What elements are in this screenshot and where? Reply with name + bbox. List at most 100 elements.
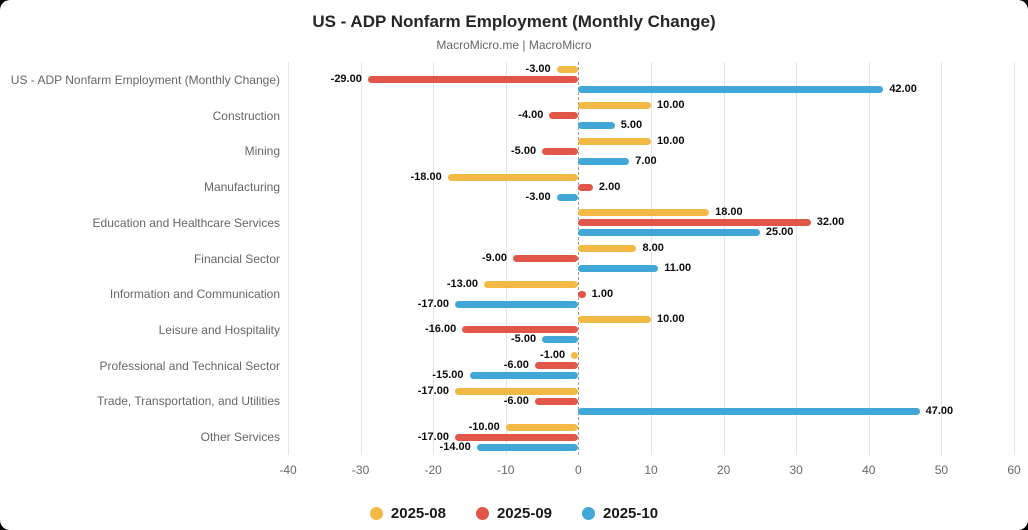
zero-baseline (578, 62, 580, 455)
bar-value-label: -18.00 (410, 170, 442, 183)
bar-2025-09[interactable] (454, 433, 579, 441)
bar-value-label: -14.00 (439, 440, 471, 453)
bar-2025-09[interactable] (367, 76, 579, 84)
bar-value-label: 10.00 (657, 99, 685, 112)
bar-value-label: -17.00 (417, 384, 449, 397)
bar-value-label: -1.00 (540, 349, 566, 362)
bar-value-label: -10.00 (468, 420, 500, 433)
legend-label: 2025-09 (496, 505, 553, 522)
x-axis-tick-label: 0 (575, 463, 582, 477)
bar-2025-09[interactable] (513, 255, 579, 262)
bar-2025-10[interactable] (542, 336, 579, 344)
bar-2025-09[interactable] (578, 290, 586, 298)
bar-value-label: -3.00 (525, 190, 551, 203)
bar-value-label: 11.00 (664, 262, 692, 274)
bar-2025-10[interactable] (556, 193, 579, 201)
x-axis-tick-label: 20 (716, 463, 731, 477)
bar-2025-09[interactable] (462, 326, 579, 334)
bar-value-label: -9.00 (481, 252, 508, 264)
gridline (1014, 62, 1015, 455)
category-label: Trade, Transportation, and Utilities (97, 394, 280, 409)
gridline (941, 62, 943, 455)
gridline (288, 62, 289, 455)
bar-2025-09[interactable] (578, 219, 811, 227)
x-axis-tick-label: -20 (424, 463, 442, 477)
category-label: US - ADP Nonfarm Employment (Monthly Cha… (10, 72, 280, 87)
bar-2025-10[interactable] (578, 86, 884, 94)
category-label: Leisure and Hospitality (158, 322, 280, 337)
category-label: Construction (212, 108, 280, 123)
bar-2025-08[interactable] (578, 137, 651, 145)
bar-value-label: 47.00 (925, 404, 954, 417)
bar-value-label: 10.00 (657, 134, 685, 147)
bar-2025-08[interactable] (556, 66, 579, 74)
legend: 2025-08 2025-09 2025-10 (0, 505, 1028, 522)
bar-value-label: -4.00 (518, 109, 544, 122)
x-axis-tick-label: -10 (497, 463, 515, 477)
bar-value-label: -5.00 (511, 333, 537, 346)
category-label: Mining (244, 144, 280, 159)
bar-2025-08[interactable] (447, 173, 579, 181)
bar-2025-09[interactable] (549, 112, 579, 120)
legend-swatch-icon (582, 507, 596, 520)
bar-2025-08[interactable] (484, 280, 579, 288)
x-axis-tick-label: -30 (351, 463, 370, 477)
bar-2025-09[interactable] (534, 397, 579, 405)
bar-2025-08[interactable] (505, 423, 579, 431)
gridline (796, 62, 798, 455)
gridline (505, 62, 507, 455)
bar-value-label: -29.00 (330, 73, 362, 86)
bar-value-label: -5.00 (511, 144, 537, 157)
gridline (651, 62, 652, 455)
bar-value-label: 8.00 (642, 242, 664, 254)
bar-value-label: 10.00 (657, 313, 685, 326)
bar-value-label: -3.00 (525, 63, 551, 76)
bar-value-label: -6.00 (503, 359, 529, 372)
bar-2025-09[interactable] (542, 147, 579, 155)
bar-2025-10[interactable] (469, 372, 579, 380)
bar-2025-10[interactable] (578, 157, 630, 165)
gridline (723, 62, 725, 455)
chart-title: US - ADP Nonfarm Employment (Monthly Cha… (312, 12, 716, 31)
bar-2025-08[interactable] (578, 102, 651, 110)
bar-value-label: -17.00 (417, 430, 449, 443)
x-axis-tick-label: -40 (279, 463, 297, 477)
bar-2025-10[interactable] (578, 407, 920, 415)
category-label: Financial Sector (193, 251, 280, 266)
bar-2025-10[interactable] (454, 300, 579, 308)
bar-2025-10[interactable] (578, 122, 615, 130)
bar-2025-10[interactable] (578, 229, 760, 237)
legend-item-2025-10[interactable]: 2025-10 (582, 505, 658, 522)
bar-2025-10[interactable] (578, 265, 659, 272)
bar-2025-09[interactable] (578, 183, 593, 191)
bar-value-label: 2.00 (598, 180, 621, 193)
chart-subtitle: MacroMicro.me | MacroMicro (436, 38, 592, 52)
bar-2025-08[interactable] (571, 352, 579, 360)
bar-value-label: -13.00 (446, 277, 479, 290)
legend-label: 2025-10 (603, 505, 659, 522)
legend-swatch-icon (369, 507, 383, 520)
bar-2025-08[interactable] (454, 387, 579, 395)
bar-value-label: 7.00 (635, 154, 657, 167)
gridline (433, 62, 435, 455)
x-axis-tick-label: 10 (644, 463, 658, 477)
category-label: Education and Healthcare Services (92, 215, 280, 230)
bar-2025-09[interactable] (534, 362, 579, 370)
x-axis-tick-label: 30 (789, 463, 803, 477)
category-label: Manufacturing (203, 180, 280, 195)
bar-2025-08[interactable] (578, 209, 710, 217)
bar-2025-08[interactable] (578, 316, 651, 324)
gridline (360, 62, 362, 455)
bar-2025-08[interactable] (578, 245, 637, 252)
bar-2025-10[interactable] (476, 443, 579, 451)
category-label: Information and Communication (109, 287, 280, 302)
x-axis-tick-label: 60 (1007, 463, 1021, 477)
bar-value-label: 42.00 (889, 83, 917, 96)
bar-value-label: 1.00 (591, 287, 614, 300)
legend-item-2025-08[interactable]: 2025-08 (369, 505, 446, 522)
legend-item-2025-09[interactable]: 2025-09 (475, 505, 553, 522)
bar-value-label: 18.00 (715, 206, 743, 219)
bar-value-label: 32.00 (816, 216, 845, 229)
